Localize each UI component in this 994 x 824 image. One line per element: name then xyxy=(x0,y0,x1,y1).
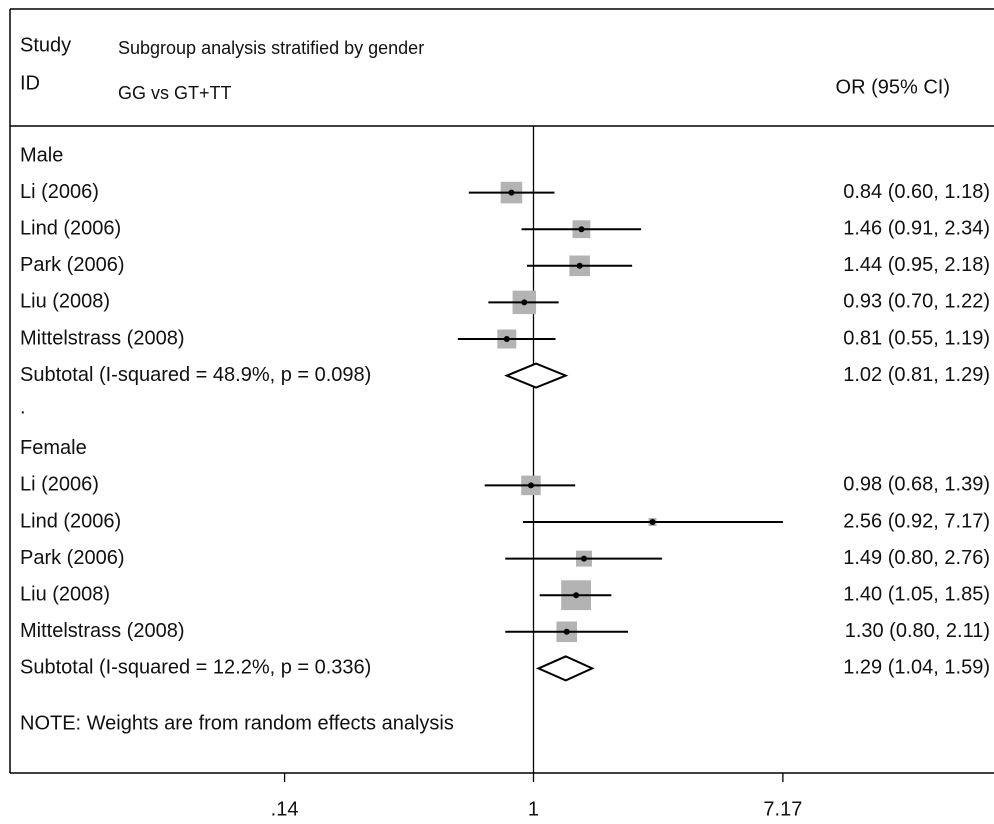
study-label: Mittelstrass (2008) xyxy=(20,327,185,349)
point-estimate xyxy=(649,519,656,525)
study-label: Lind (2006) xyxy=(20,510,121,532)
effect-label: 1.49 (0.80, 2.76) xyxy=(843,547,990,569)
note: NOTE: Weights are from random effects an… xyxy=(20,712,454,734)
point-estimate xyxy=(508,189,515,196)
point-estimate xyxy=(563,628,570,635)
effect-label: 0.93 (0.70, 1.22) xyxy=(843,291,990,313)
header-id: ID xyxy=(20,72,40,94)
point-estimate xyxy=(576,262,583,269)
point-estimate xyxy=(527,482,534,489)
effect-label: 1.30 (0.80, 2.11) xyxy=(845,620,990,642)
point-estimate xyxy=(578,226,585,233)
study-label: Lind (2006) xyxy=(20,217,121,239)
effect-label: 1.40 (1.05, 1.85) xyxy=(843,583,990,605)
effect-label: 2.56 (0.92, 7.17) xyxy=(843,510,990,532)
effect-label: 1.44 (0.95, 2.18) xyxy=(843,254,990,276)
study-label: Park (2006) xyxy=(20,254,125,276)
point-estimate xyxy=(573,592,580,599)
header-subtitle: GG vs GT+TT xyxy=(118,83,232,103)
effect-label: 0.81 (0.55, 1.19) xyxy=(843,327,990,349)
point-estimate xyxy=(503,336,510,342)
effect-label: 1.02 (0.81, 1.29) xyxy=(843,364,990,386)
group-label: Male xyxy=(20,144,63,166)
x-tick-label: 1 xyxy=(528,798,539,820)
effect-label: 1.46 (0.91, 2.34) xyxy=(843,217,990,239)
group-label: Female xyxy=(20,437,87,459)
subtotal-label: Subtotal (I-squared = 12.2%, p = 0.336) xyxy=(20,657,371,679)
header-study: Study xyxy=(20,34,71,56)
study-label: Park (2006) xyxy=(20,547,125,569)
subtotal-label: Subtotal (I-squared = 48.9%, p = 0.098) xyxy=(20,364,371,386)
study-label: Li (2006) xyxy=(20,474,99,496)
study-label: Li (2006) xyxy=(20,181,99,203)
effect-label: 0.84 (0.60, 1.18) xyxy=(843,181,990,203)
point-estimate xyxy=(580,555,587,562)
subtotal-diamond xyxy=(504,362,569,389)
study-label: Liu (2008) xyxy=(20,583,110,605)
point-estimate xyxy=(521,299,528,306)
header-effect: OR (95% CI) xyxy=(836,76,950,98)
study-label: Mittelstrass (2008) xyxy=(20,620,185,642)
study-label: Liu (2008) xyxy=(20,291,110,313)
subtotal-diamond xyxy=(535,655,595,682)
header-title: Subgroup analysis stratified by gender xyxy=(118,38,424,58)
x-tick-label: .14 xyxy=(271,798,299,820)
effect-label: 1.29 (1.04, 1.59) xyxy=(843,657,990,679)
separator: . xyxy=(20,396,26,418)
x-tick-label: 7.17 xyxy=(763,798,802,820)
effect-label: 0.98 (0.68, 1.39) xyxy=(843,474,990,496)
